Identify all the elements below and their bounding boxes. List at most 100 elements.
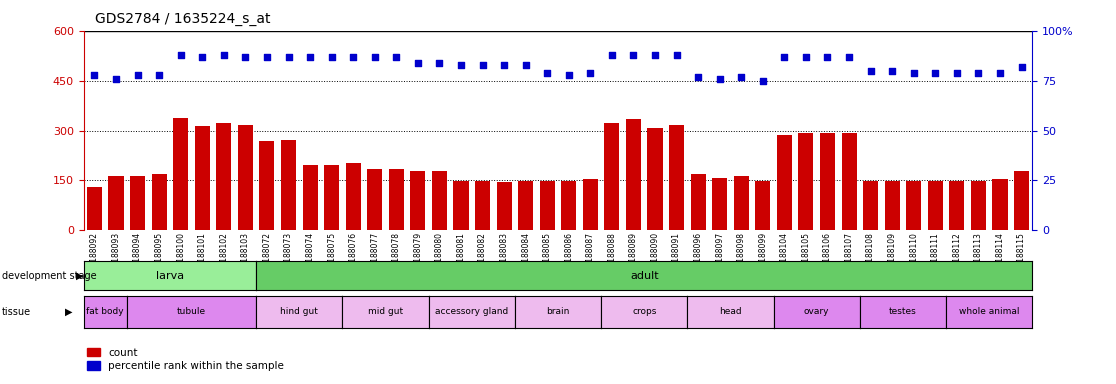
Point [193, 54, 211, 60]
Bar [87, 187, 102, 230]
Bar [820, 133, 835, 230]
Bar [798, 133, 814, 230]
Point [431, 60, 449, 66]
Bar [605, 123, 619, 230]
Bar [885, 181, 899, 230]
Point [883, 68, 901, 74]
Text: crops: crops [632, 308, 656, 316]
Bar [302, 164, 318, 230]
Point [625, 51, 643, 58]
Bar [647, 128, 663, 230]
Bar [691, 174, 705, 230]
Point [408, 60, 426, 66]
Point [754, 78, 772, 84]
Bar [324, 164, 339, 230]
Point [862, 68, 879, 74]
Point [86, 71, 104, 78]
Text: accessory gland: accessory gland [435, 308, 509, 316]
Bar [475, 181, 490, 230]
Bar [733, 176, 749, 230]
Bar [841, 133, 857, 230]
Bar [777, 134, 792, 230]
Point [581, 70, 599, 76]
Point [905, 70, 923, 76]
Point [818, 54, 836, 60]
Text: head: head [719, 308, 742, 316]
Bar [712, 178, 728, 230]
Bar [108, 176, 124, 230]
Bar [626, 119, 641, 230]
Point [452, 61, 470, 68]
Bar [238, 124, 253, 230]
Bar [367, 169, 383, 230]
Point [344, 54, 362, 60]
Text: mid gut: mid gut [368, 308, 403, 316]
Text: tubule: tubule [177, 308, 206, 316]
Point [517, 61, 535, 68]
Bar [906, 181, 922, 230]
Text: hind gut: hind gut [280, 308, 318, 316]
Point [970, 70, 988, 76]
Point [151, 71, 169, 78]
Bar [497, 182, 511, 230]
Point [538, 70, 556, 76]
Bar [927, 181, 943, 230]
Text: testes: testes [889, 308, 917, 316]
Point [732, 74, 750, 80]
Point [387, 54, 405, 60]
Bar [1014, 171, 1029, 230]
Bar [346, 163, 360, 230]
Text: larva: larva [156, 270, 184, 281]
Bar [173, 118, 189, 230]
Bar [756, 181, 770, 230]
Point [667, 51, 685, 58]
Text: tissue: tissue [2, 307, 31, 317]
Bar [217, 123, 231, 230]
Bar [971, 181, 985, 230]
Point [237, 54, 254, 60]
Bar [432, 171, 448, 230]
Bar [950, 181, 964, 230]
Point [1012, 64, 1030, 70]
Text: ▶: ▶ [65, 307, 73, 317]
Bar [131, 176, 145, 230]
Point [926, 70, 944, 76]
Point [776, 54, 793, 60]
Point [215, 51, 233, 58]
Bar [561, 181, 576, 230]
Bar [259, 141, 275, 230]
Point [991, 70, 1009, 76]
Bar [668, 124, 684, 230]
Legend: count, percentile rank within the sample: count, percentile rank within the sample [84, 344, 288, 375]
Point [496, 61, 513, 68]
Point [172, 51, 190, 58]
Text: brain: brain [547, 308, 569, 316]
Bar [583, 179, 598, 230]
Point [947, 70, 965, 76]
Text: development stage: development stage [2, 270, 97, 281]
Point [280, 54, 298, 60]
Bar [863, 181, 878, 230]
Bar [388, 169, 404, 230]
Point [690, 74, 708, 80]
Text: ▶: ▶ [76, 270, 84, 281]
Point [840, 54, 858, 60]
Point [107, 76, 125, 82]
Point [323, 54, 340, 60]
Point [560, 71, 578, 78]
Bar [992, 179, 1008, 230]
Point [473, 61, 491, 68]
Point [301, 54, 319, 60]
Bar [194, 126, 210, 230]
Text: GDS2784 / 1635224_s_at: GDS2784 / 1635224_s_at [95, 12, 270, 25]
Bar [281, 139, 296, 230]
Bar [518, 181, 533, 230]
Text: whole animal: whole animal [959, 308, 1019, 316]
Point [603, 51, 620, 58]
Text: ovary: ovary [804, 308, 829, 316]
Bar [152, 174, 166, 230]
Point [711, 76, 729, 82]
Bar [540, 181, 555, 230]
Point [646, 51, 664, 58]
Bar [453, 181, 469, 230]
